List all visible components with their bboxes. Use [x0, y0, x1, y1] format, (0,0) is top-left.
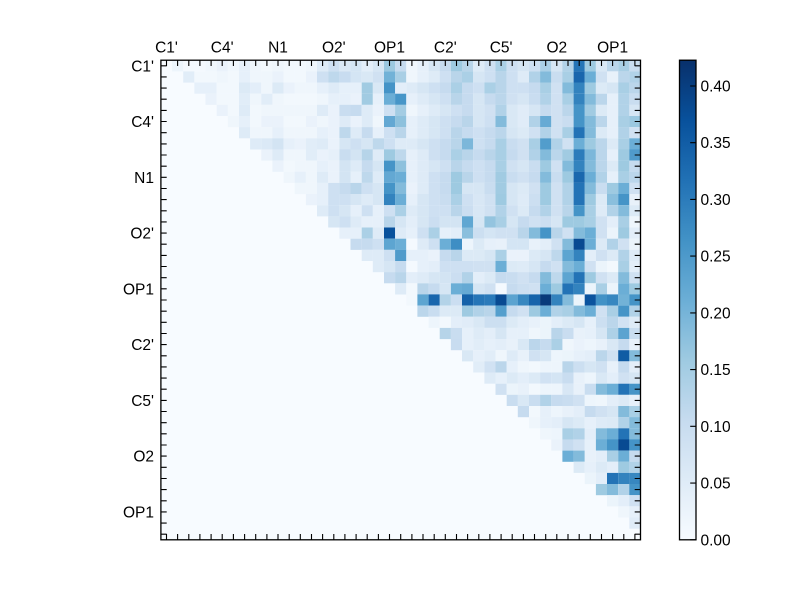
svg-text:OP1: OP1	[597, 40, 628, 57]
svg-text:N1: N1	[268, 40, 288, 57]
svg-text:O2': O2'	[322, 40, 346, 57]
svg-text:0.15: 0.15	[701, 362, 731, 379]
svg-text:C5': C5'	[131, 393, 154, 410]
svg-text:OP1: OP1	[123, 504, 154, 521]
svg-text:C5': C5'	[490, 40, 513, 57]
svg-text:0.00: 0.00	[701, 532, 732, 549]
svg-text:OP1: OP1	[123, 281, 154, 298]
svg-text:0.35: 0.35	[701, 135, 731, 152]
svg-text:C1': C1'	[131, 58, 154, 75]
svg-text:O2: O2	[546, 40, 567, 57]
svg-text:0.25: 0.25	[701, 249, 731, 266]
svg-text:OP1: OP1	[374, 40, 405, 57]
svg-text:O2: O2	[133, 449, 154, 466]
svg-text:C2': C2'	[131, 337, 154, 354]
svg-text:C1': C1'	[155, 40, 178, 57]
svg-text:C2': C2'	[434, 40, 457, 57]
svg-text:N1: N1	[134, 170, 154, 187]
svg-text:C4': C4'	[131, 114, 154, 131]
svg-text:C4': C4'	[211, 40, 234, 57]
svg-text:0.05: 0.05	[701, 476, 731, 493]
svg-text:0.40: 0.40	[701, 79, 732, 96]
svg-text:O2': O2'	[130, 226, 154, 243]
svg-text:0.20: 0.20	[701, 305, 732, 322]
svg-text:0.30: 0.30	[701, 192, 732, 209]
svg-text:0.10: 0.10	[701, 419, 732, 436]
